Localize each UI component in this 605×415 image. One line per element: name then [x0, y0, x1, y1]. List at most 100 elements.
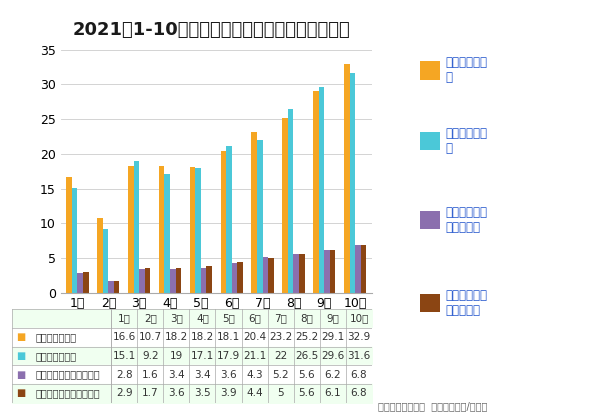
Bar [232, 263, 237, 293]
Text: 18.1: 18.1 [217, 332, 240, 342]
Text: 5.6: 5.6 [298, 369, 315, 380]
Text: 4.3: 4.3 [246, 369, 263, 380]
Bar [268, 258, 273, 293]
Bar [361, 245, 366, 293]
Text: 32.9: 32.9 [347, 332, 371, 342]
Text: 18.2: 18.2 [191, 332, 214, 342]
Bar [72, 188, 77, 293]
Text: 数据来源：中汽协  制表：电池网/数据部: 数据来源：中汽协 制表：电池网/数据部 [378, 401, 488, 411]
Text: ■: ■ [16, 369, 25, 380]
Bar [344, 64, 350, 293]
Text: 1.6: 1.6 [142, 369, 159, 380]
Text: 2.8: 2.8 [116, 369, 132, 380]
Text: 4.4: 4.4 [246, 388, 263, 398]
Text: 6.8: 6.8 [351, 369, 367, 380]
Bar [128, 166, 134, 293]
Text: 纯电动汽车销量: 纯电动汽车销量 [36, 351, 77, 361]
Text: 3.9: 3.9 [220, 388, 237, 398]
Bar [83, 273, 88, 293]
Text: 1月: 1月 [118, 313, 131, 324]
Text: 5.2: 5.2 [272, 369, 289, 380]
Bar [350, 73, 355, 293]
Bar [103, 229, 108, 293]
Text: 9月: 9月 [327, 313, 339, 324]
Text: ■: ■ [16, 388, 25, 398]
Bar [263, 256, 268, 293]
Text: 插电式混合动力汽车销量: 插电式混合动力汽车销量 [36, 388, 100, 398]
Bar [283, 118, 288, 293]
Bar [77, 273, 83, 293]
Text: 2021年1-10月新能源汽车产销量（单位：万辆）: 2021年1-10月新能源汽车产销量（单位：万辆） [73, 21, 351, 39]
Text: ■: ■ [16, 332, 25, 342]
Bar [134, 161, 139, 293]
Text: 22: 22 [274, 351, 287, 361]
Text: 3.5: 3.5 [194, 388, 211, 398]
Bar [324, 249, 330, 293]
Bar [288, 109, 293, 293]
Text: 18.2: 18.2 [165, 332, 188, 342]
Bar [170, 269, 175, 293]
Bar [313, 91, 319, 293]
Text: 3.4: 3.4 [194, 369, 211, 380]
Bar [175, 269, 181, 293]
Bar [108, 281, 114, 293]
Bar [252, 132, 257, 293]
Text: 10.7: 10.7 [139, 332, 162, 342]
Text: 20.4: 20.4 [243, 332, 266, 342]
Text: ■: ■ [16, 351, 25, 361]
Text: 5月: 5月 [222, 313, 235, 324]
Bar [67, 178, 72, 293]
Text: 17.9: 17.9 [217, 351, 240, 361]
Text: 21.1: 21.1 [243, 351, 266, 361]
Text: 6.2: 6.2 [325, 369, 341, 380]
Bar [165, 174, 170, 293]
Bar [237, 262, 243, 293]
Bar [299, 254, 304, 293]
Text: 19: 19 [170, 351, 183, 361]
Bar [145, 268, 150, 293]
Text: 2月: 2月 [144, 313, 157, 324]
Text: 1.7: 1.7 [142, 388, 159, 398]
Text: 29.6: 29.6 [321, 351, 345, 361]
Text: 纯电动汽车产量: 纯电动汽车产量 [36, 332, 77, 342]
Text: 5.6: 5.6 [298, 388, 315, 398]
Bar [97, 218, 103, 293]
Bar [221, 151, 226, 293]
Bar [206, 266, 212, 293]
Bar [195, 168, 201, 293]
Text: 8月: 8月 [301, 313, 313, 324]
Bar [201, 268, 206, 293]
Bar [139, 269, 145, 293]
Text: 10月: 10月 [349, 313, 368, 324]
Text: 3.6: 3.6 [168, 388, 185, 398]
Text: 6月: 6月 [248, 313, 261, 324]
Text: 17.1: 17.1 [191, 351, 214, 361]
Text: 29.1: 29.1 [321, 332, 345, 342]
Bar [319, 87, 324, 293]
Text: 26.5: 26.5 [295, 351, 318, 361]
Text: 2.9: 2.9 [116, 388, 132, 398]
Bar [330, 250, 335, 293]
Text: 31.6: 31.6 [347, 351, 371, 361]
Text: 插电式混合动
力汽车产量: 插电式混合动 力汽车产量 [446, 205, 488, 234]
Text: 23.2: 23.2 [269, 332, 292, 342]
Text: 16.6: 16.6 [113, 332, 136, 342]
Text: 6.1: 6.1 [325, 388, 341, 398]
Text: 25.2: 25.2 [295, 332, 318, 342]
Text: 3月: 3月 [170, 313, 183, 324]
Text: 7月: 7月 [274, 313, 287, 324]
Text: 纯电动汽车销
量: 纯电动汽车销 量 [446, 127, 488, 155]
Bar [293, 254, 299, 293]
Text: 3.4: 3.4 [168, 369, 185, 380]
Text: 纯电动汽车产
量: 纯电动汽车产 量 [446, 56, 488, 84]
Bar [257, 140, 263, 293]
Bar [355, 245, 361, 293]
Text: 插电式混合动
力汽车销量: 插电式混合动 力汽车销量 [446, 288, 488, 317]
Text: 5: 5 [278, 388, 284, 398]
Bar [190, 167, 195, 293]
Text: 4月: 4月 [196, 313, 209, 324]
Text: 15.1: 15.1 [113, 351, 136, 361]
Text: 插电式混合动力汽车产量: 插电式混合动力汽车产量 [36, 369, 100, 380]
Text: 3.6: 3.6 [220, 369, 237, 380]
Text: 9.2: 9.2 [142, 351, 159, 361]
